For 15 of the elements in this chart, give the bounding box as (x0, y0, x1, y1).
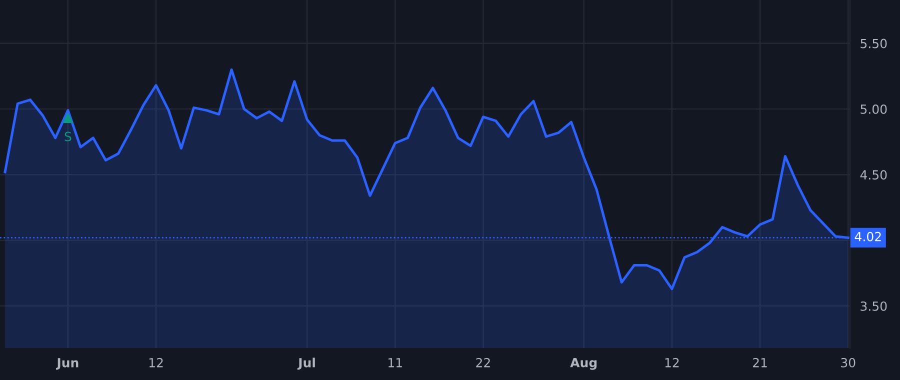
x-tick-label: Jun (56, 358, 78, 370)
x-tick-label: 30 (841, 358, 856, 368)
y-tick-label: 5.50 (860, 38, 887, 48)
y-tick-label: 3.50 (860, 301, 887, 311)
x-tick-label: Jul (297, 358, 315, 370)
ref-line-label: 4.02 (854, 232, 881, 242)
x-tick-label: 21 (752, 358, 767, 368)
x-tick-label: Aug (570, 358, 597, 370)
x-tick-label: 22 (476, 358, 490, 368)
x-tick-label: 11 (388, 358, 402, 368)
x-tick-label: 12 (149, 358, 163, 368)
y-tick-label: 5.00 (860, 104, 887, 114)
annotation: S (64, 132, 72, 142)
y-tick-label: 4.50 (860, 170, 887, 180)
x-tick-label: 12 (665, 358, 679, 368)
